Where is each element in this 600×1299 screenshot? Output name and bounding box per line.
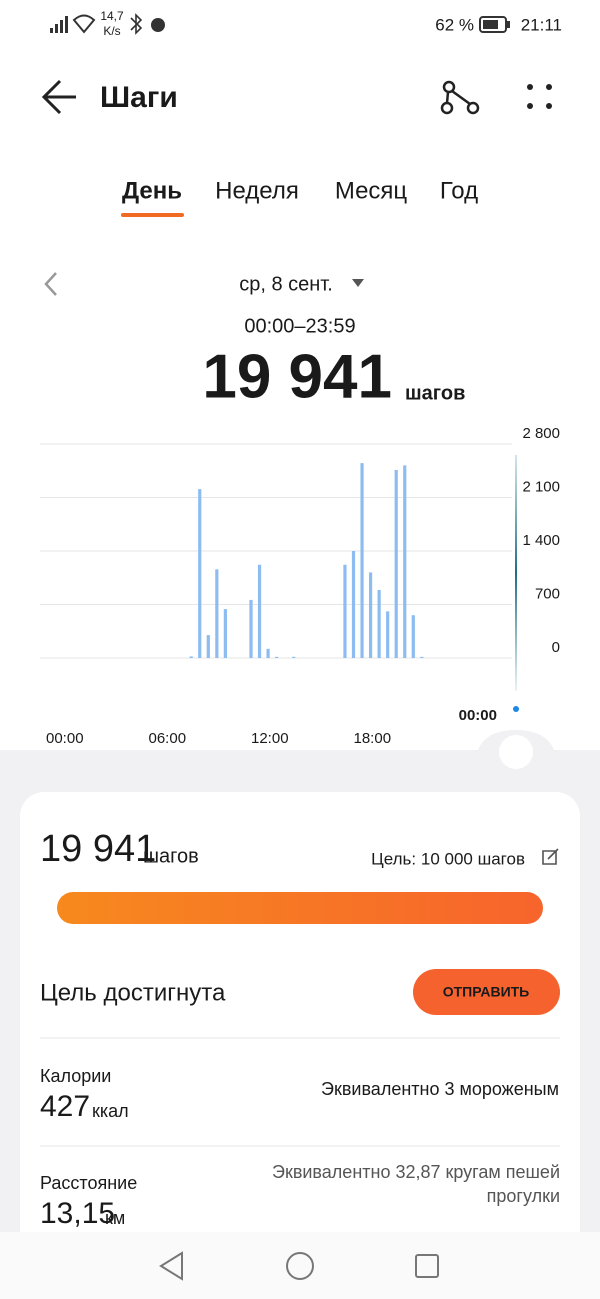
nav-bar	[0, 1232, 600, 1299]
bar	[368, 572, 373, 658]
battery: 62 %	[435, 15, 474, 34]
y-tick-label: 2 100	[522, 478, 560, 495]
time-range: 00:00–23:59	[244, 315, 355, 337]
bar	[411, 615, 415, 658]
send-button[interactable]	[413, 969, 560, 1015]
bar	[223, 609, 227, 658]
prev-day[interactable]	[44, 272, 57, 296]
page-title: Шаги	[100, 81, 178, 114]
bar	[351, 551, 356, 658]
x-tick-label: 18:00	[354, 730, 392, 747]
bar	[394, 469, 398, 658]
bar	[292, 656, 296, 658]
bar	[257, 564, 262, 658]
share-button[interactable]	[440, 80, 480, 115]
card-steps: 19 941	[40, 828, 156, 870]
date-dropdown[interactable]	[352, 279, 364, 287]
goal-status: Цель достигнута	[40, 979, 226, 1006]
distance-value: 13,15	[40, 1197, 115, 1230]
back-button[interactable]	[41, 79, 76, 115]
selected-time: 00:00	[459, 707, 497, 724]
calories-label: Калории	[40, 1066, 111, 1086]
nav-back[interactable]	[159, 1251, 183, 1281]
bar	[275, 656, 279, 658]
distance-unit: км	[105, 1208, 125, 1228]
y-tick-label: 0	[552, 639, 560, 656]
bar	[215, 569, 219, 658]
slider-knob[interactable]	[499, 735, 533, 769]
send-button-label[interactable]: ОТПРАВИТЬ	[443, 984, 530, 1000]
bar	[343, 564, 347, 658]
calories-unit: ккал	[92, 1101, 129, 1121]
tab-indicator	[121, 213, 184, 217]
tab[interactable]: Год	[440, 177, 478, 204]
distance-note: Эквивалентно 32,87 кругам пешей прогулки	[272, 1162, 560, 1206]
tab[interactable]: Неделя	[215, 177, 299, 204]
bar	[386, 611, 390, 658]
cursor-dot	[513, 706, 519, 712]
date[interactable]: ср, 8 сент.	[239, 273, 333, 295]
nav-recent[interactable]	[415, 1254, 439, 1278]
time-cursor	[515, 455, 517, 691]
bar	[420, 656, 424, 658]
total-steps: 19 941	[202, 342, 392, 411]
more-button[interactable]	[527, 84, 552, 109]
y-tick-label: 1 400	[522, 532, 560, 549]
x-tick-label: 00:00	[46, 730, 84, 747]
bar	[266, 648, 270, 658]
x-tick-label: 12:00	[251, 730, 289, 747]
distance-label: Расстояние	[40, 1173, 137, 1193]
calories-note: Эквивалентно 3 мороженым	[321, 1079, 559, 1099]
clock: 21:11	[521, 15, 562, 34]
bar	[189, 656, 193, 658]
progress-bar	[57, 892, 543, 924]
card-steps-unit: шагов	[143, 845, 199, 867]
x-tick-label: 06:00	[149, 730, 187, 747]
bar	[206, 635, 210, 658]
nav-home[interactable]	[286, 1252, 314, 1280]
tab[interactable]: Месяц	[335, 177, 408, 204]
tab[interactable]: День	[122, 177, 182, 204]
goal: Цель: 10 000 шагов	[371, 849, 525, 868]
bar	[377, 589, 381, 658]
calories-value: 427	[40, 1090, 90, 1123]
steps-unit: шагов	[405, 382, 465, 404]
net-speed: 14,7	[100, 9, 124, 23]
status-icons	[50, 13, 510, 35]
bar	[403, 465, 407, 658]
y-tick-label: 2 800	[522, 425, 560, 442]
net-speed-unit: K/s	[103, 24, 120, 38]
bar	[198, 489, 202, 658]
edit-goal[interactable]	[542, 848, 559, 865]
y-tick-label: 700	[535, 585, 560, 602]
chart: 0 700 1 400 2 100 2 800 00:00 06:00 12:00 18:00 0…	[40, 425, 560, 747]
bar	[249, 599, 253, 658]
bar	[360, 463, 364, 658]
